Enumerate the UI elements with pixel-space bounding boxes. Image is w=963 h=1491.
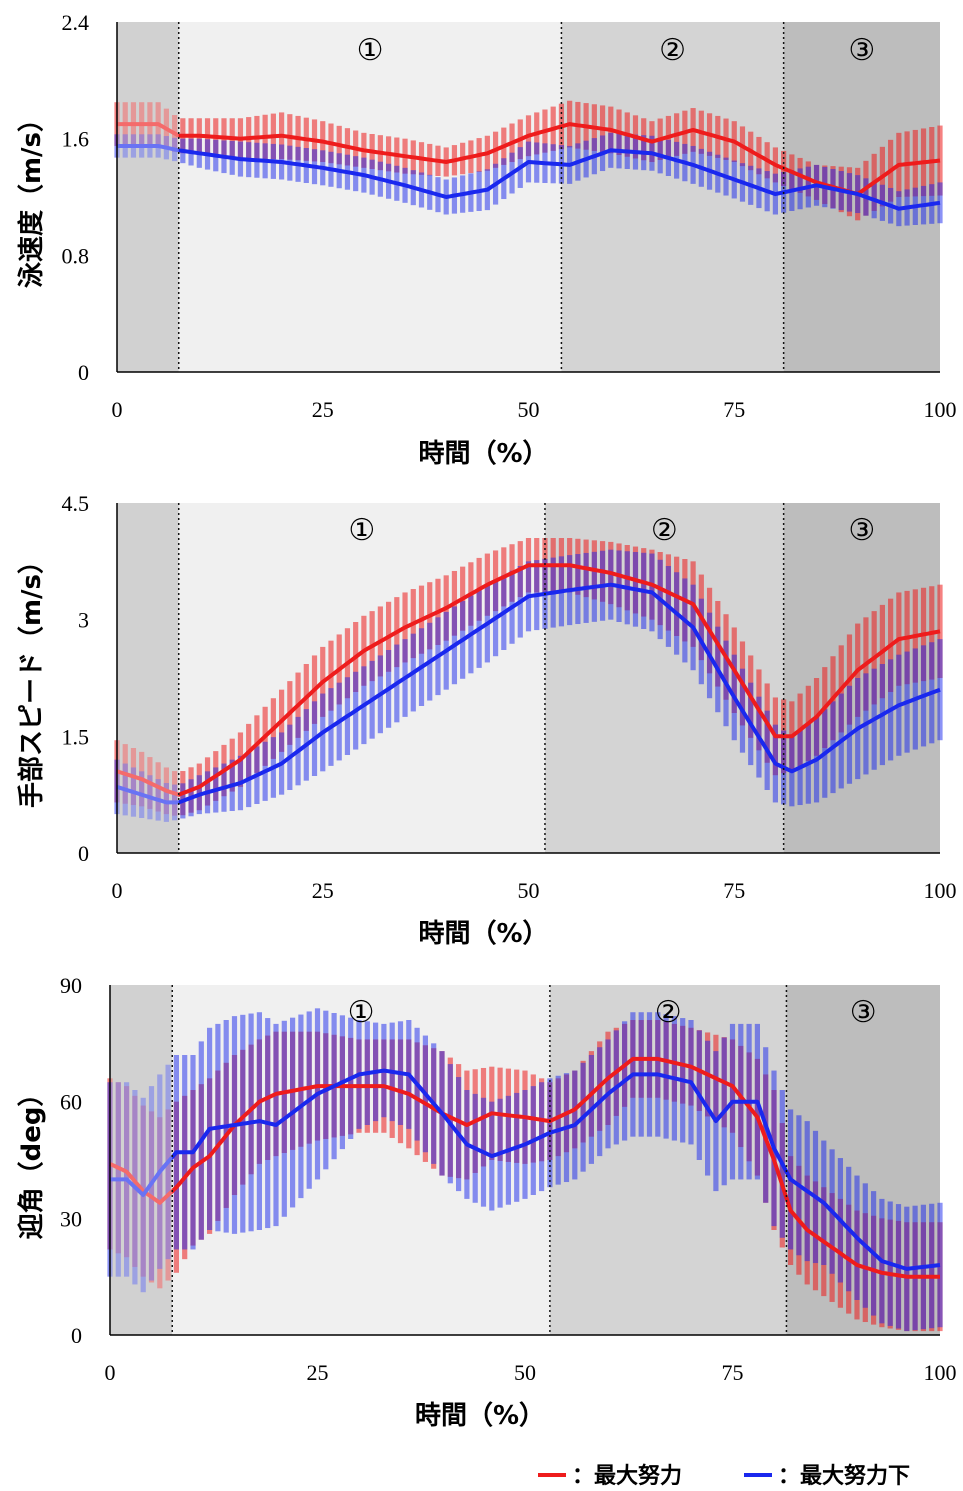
mean-line-series-2 <box>117 144 941 211</box>
phase-label-1: ① <box>357 33 384 68</box>
x-tick-label: 25 <box>307 1360 329 1385</box>
phase-region-2 <box>561 22 784 372</box>
pre-phase-veil <box>110 985 173 1335</box>
x-tick-label: 50 <box>514 1360 536 1385</box>
mean-line-series-1 <box>117 122 941 197</box>
y-tick-label: 0 <box>78 360 89 385</box>
phase-label-1: ① <box>348 995 375 1030</box>
pre-phase-veil <box>117 503 179 853</box>
y-axis-label: 泳速度（m/s） <box>16 106 47 288</box>
x-tick-label: 0 <box>112 878 123 903</box>
y-tick-label: 0 <box>71 1323 82 1348</box>
x-tick-label: 75 <box>723 397 745 422</box>
y-tick-label: 3 <box>78 608 89 633</box>
pre-phase-veil <box>117 22 179 372</box>
x-tick-label: 100 <box>924 397 957 422</box>
chart-panel-2: ① ② ③ 0 1.5 3 4.5 0 25 50 75 100 時間（%） 手部スピード（m/s） <box>17 491 957 949</box>
phase-label-3: ③ <box>848 513 875 548</box>
x-tick-label: 0 <box>105 1360 116 1385</box>
x-tick-label: 50 <box>518 397 540 422</box>
mean-line-series-2 <box>116 582 941 805</box>
phase-label-2: ② <box>659 33 686 68</box>
x-tick-label: 100 <box>924 878 957 903</box>
y-tick-label: 2.4 <box>62 10 90 35</box>
y-tick-label: 60 <box>60 1090 82 1115</box>
mean-line-series-2 <box>110 1068 941 1271</box>
legend-label-max-effort: ：最大努力 <box>572 1463 682 1489</box>
y-tick-label: 90 <box>60 973 82 998</box>
x-tick-label: 100 <box>924 1360 957 1385</box>
y-tick-label: 4.5 <box>62 491 90 516</box>
phase-region-2 <box>544 503 784 853</box>
phase-region-0 <box>117 22 179 372</box>
y-tick-label: 0 <box>78 841 89 866</box>
mean-line-series-1 <box>109 1056 940 1279</box>
x-tick-label: 50 <box>518 878 540 903</box>
y-tick-label: 0.8 <box>62 243 90 268</box>
phase-label-3: ③ <box>850 995 877 1030</box>
legend-label-submax-effort: ：最大努力下 <box>778 1463 910 1489</box>
phase-label-1: ① <box>348 513 375 548</box>
y-axis-label: 手部スピード（m/s） <box>17 548 47 808</box>
x-tick-label: 75 <box>722 1360 744 1385</box>
mean-line-series-1 <box>116 563 941 797</box>
x-tick-label: 25 <box>312 397 334 422</box>
y-tick-label: 1.6 <box>62 127 90 152</box>
x-tick-label: 0 <box>112 397 123 422</box>
x-axis-label: 時間（%） <box>415 1401 545 1431</box>
x-axis-label: 時間（%） <box>418 439 548 469</box>
y-tick-label: 1.5 <box>62 724 90 749</box>
x-tick-label: 25 <box>312 878 334 903</box>
x-tick-label: 75 <box>723 878 745 903</box>
legend: ：最大努力 ：最大努力下 <box>538 1463 910 1489</box>
chart-panel-3: ① ② ③ 0 30 60 90 0 25 50 75 100 時間（%） 迎角（deg） <box>16 973 957 1431</box>
phase-label-2: ② <box>651 513 678 548</box>
phase-label-3: ③ <box>848 33 875 68</box>
y-axis-label: 迎角（deg） <box>16 1081 47 1240</box>
phase-label-2: ② <box>655 995 682 1030</box>
x-axis-label: 時間（%） <box>418 919 548 949</box>
chart-panel-1: ① ② ③ 0 0.8 1.6 2.4 0 25 50 75 100 時間（%） 泳速度（m/s） <box>16 10 957 469</box>
sd-bar <box>937 639 943 741</box>
y-tick-label: 30 <box>60 1206 82 1231</box>
